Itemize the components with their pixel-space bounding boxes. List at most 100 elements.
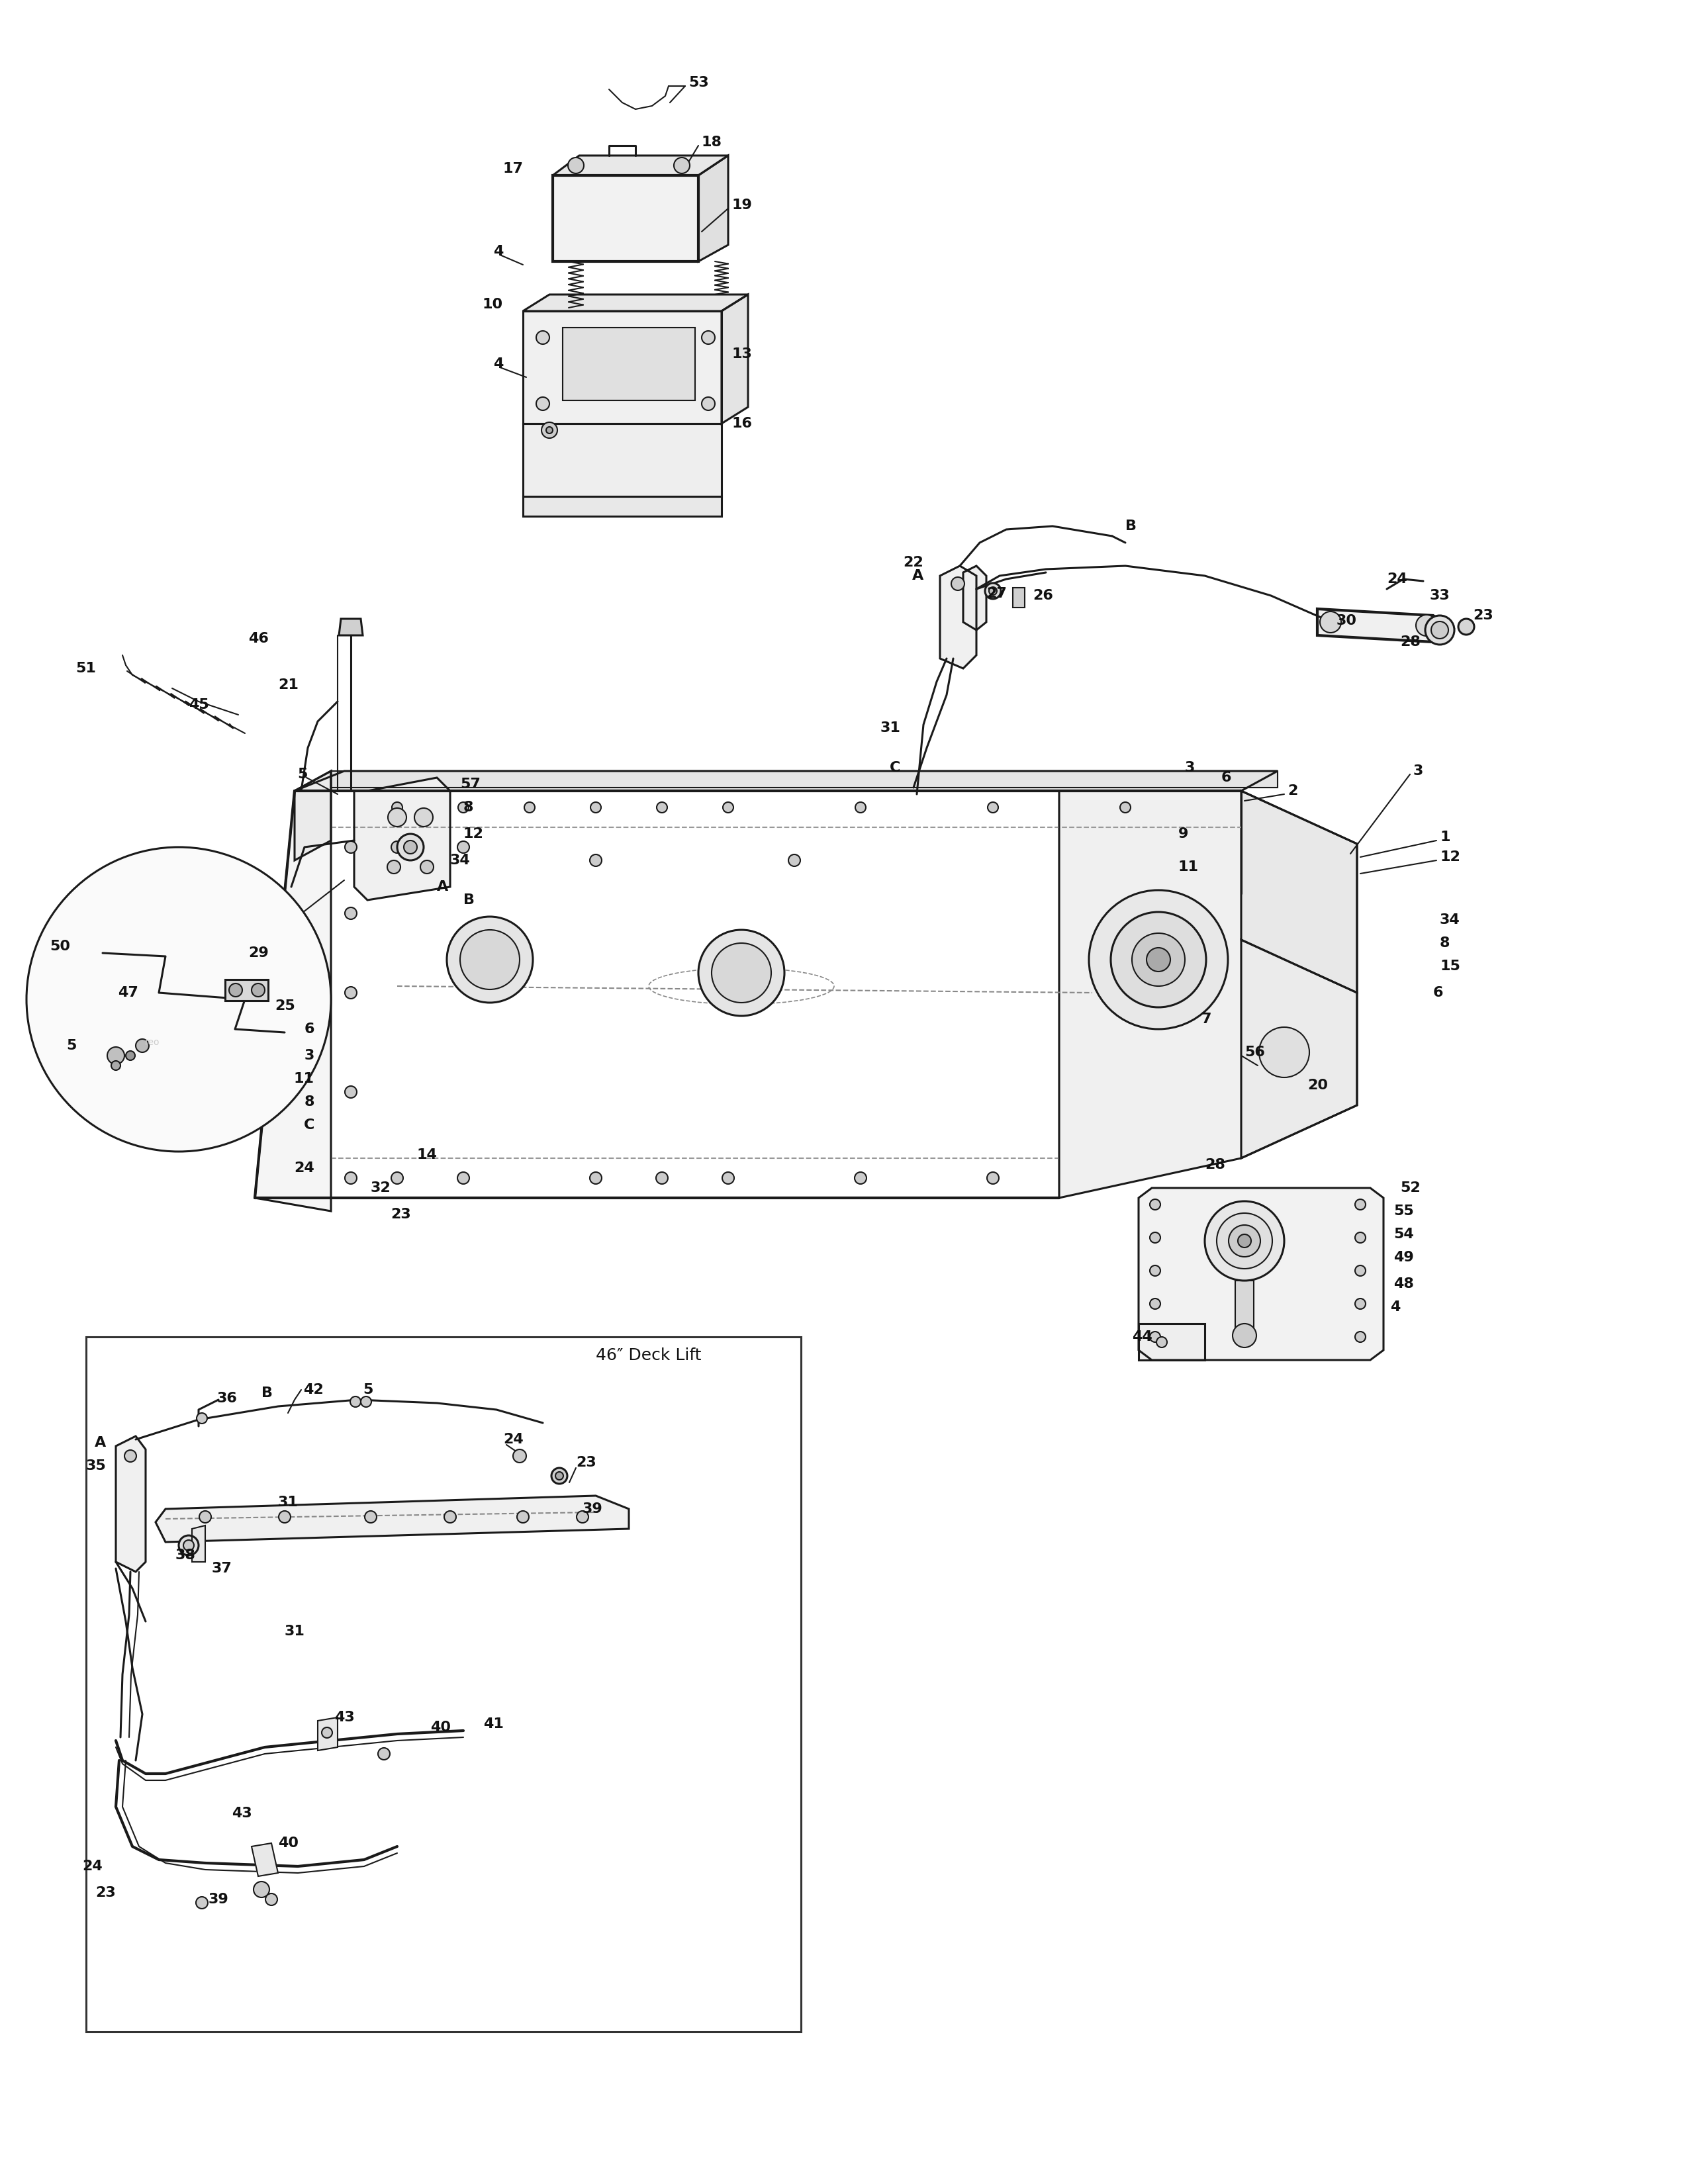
Text: 28: 28 [1399, 636, 1421, 649]
Circle shape [322, 1728, 333, 1738]
Circle shape [1150, 1332, 1160, 1343]
Circle shape [517, 1511, 528, 1522]
Text: 42: 42 [304, 1382, 324, 1396]
Text: 22: 22 [903, 557, 923, 570]
Text: 38: 38 [176, 1548, 196, 1562]
Circle shape [253, 1883, 270, 1898]
Polygon shape [295, 771, 1278, 791]
Text: 52: 52 [1399, 1182, 1420, 1195]
Circle shape [702, 332, 716, 345]
Circle shape [127, 1051, 135, 1059]
Text: 7: 7 [1202, 1013, 1212, 1026]
Text: 28: 28 [1205, 1158, 1225, 1171]
Circle shape [125, 1450, 137, 1461]
Text: 51: 51 [76, 662, 96, 675]
Bar [225, 978, 268, 1000]
Text: B: B [464, 893, 474, 906]
Text: 23: 23 [96, 1887, 116, 1900]
Circle shape [461, 930, 520, 989]
Circle shape [444, 1511, 456, 1522]
Circle shape [589, 1173, 601, 1184]
Text: 40: 40 [279, 1837, 299, 1850]
Circle shape [1355, 1332, 1366, 1343]
Text: 13: 13 [731, 347, 751, 360]
Text: C: C [304, 1118, 314, 1131]
Text: 11: 11 [1178, 860, 1198, 874]
Polygon shape [552, 155, 728, 175]
Text: 30: 30 [1337, 614, 1357, 627]
Polygon shape [255, 771, 331, 1212]
Circle shape [1111, 913, 1207, 1007]
Text: 15: 15 [1440, 959, 1460, 972]
Polygon shape [552, 175, 699, 262]
Circle shape [1150, 1265, 1160, 1275]
Circle shape [392, 1173, 403, 1184]
Circle shape [657, 802, 667, 812]
Circle shape [712, 943, 771, 1002]
Text: 4: 4 [493, 358, 503, 371]
Text: 37: 37 [211, 1562, 233, 1575]
Text: 46: 46 [248, 631, 268, 644]
Circle shape [388, 808, 407, 826]
Polygon shape [192, 1524, 206, 1562]
Bar [1236, 1280, 1254, 1334]
Text: 10: 10 [483, 297, 503, 310]
Polygon shape [940, 566, 976, 668]
Text: 29: 29 [248, 946, 268, 959]
Circle shape [1416, 616, 1436, 636]
Polygon shape [699, 155, 728, 262]
Text: 6: 6 [1433, 987, 1443, 1000]
Text: 27: 27 [986, 587, 1006, 601]
Text: 19: 19 [731, 199, 751, 212]
Circle shape [1232, 1324, 1256, 1348]
Circle shape [196, 1413, 208, 1424]
Circle shape [1355, 1232, 1366, 1243]
Text: 57: 57 [461, 778, 481, 791]
Polygon shape [523, 295, 748, 310]
Circle shape [702, 397, 716, 411]
Polygon shape [116, 1437, 145, 1572]
Circle shape [179, 1535, 199, 1555]
Text: 24: 24 [503, 1433, 523, 1446]
Circle shape [591, 802, 601, 812]
Text: 35: 35 [86, 1459, 106, 1472]
Text: 23: 23 [390, 1208, 410, 1221]
Circle shape [589, 854, 601, 867]
Polygon shape [523, 496, 721, 515]
Polygon shape [1317, 609, 1453, 642]
Text: 24: 24 [1388, 572, 1408, 585]
Circle shape [788, 854, 800, 867]
Text: 43: 43 [231, 1806, 252, 1819]
Circle shape [547, 426, 552, 432]
Text: 33: 33 [1430, 590, 1450, 603]
Circle shape [184, 1540, 194, 1551]
Text: 3: 3 [1185, 760, 1195, 775]
Text: 53: 53 [689, 76, 709, 90]
Circle shape [699, 930, 785, 1016]
Circle shape [722, 802, 734, 812]
Text: 4: 4 [1391, 1299, 1401, 1315]
Bar [86, 1337, 802, 2031]
Circle shape [542, 422, 557, 439]
Polygon shape [1139, 1324, 1205, 1361]
Circle shape [1150, 1299, 1160, 1308]
Text: 47: 47 [118, 987, 138, 1000]
Circle shape [1355, 1299, 1366, 1308]
Circle shape [555, 1472, 564, 1481]
Circle shape [349, 1396, 361, 1406]
Circle shape [457, 802, 469, 812]
Circle shape [854, 1173, 866, 1184]
Circle shape [108, 1046, 125, 1064]
Circle shape [457, 841, 469, 854]
Bar [1013, 587, 1025, 607]
Polygon shape [1139, 1188, 1384, 1361]
Text: 20: 20 [1308, 1079, 1328, 1092]
Text: 48: 48 [1393, 1278, 1415, 1291]
Circle shape [1237, 1234, 1251, 1247]
Circle shape [392, 841, 403, 854]
Text: 3: 3 [304, 1048, 314, 1061]
Circle shape [674, 157, 690, 173]
Circle shape [1217, 1212, 1273, 1269]
Text: 25: 25 [275, 1000, 295, 1013]
Circle shape [387, 860, 400, 874]
